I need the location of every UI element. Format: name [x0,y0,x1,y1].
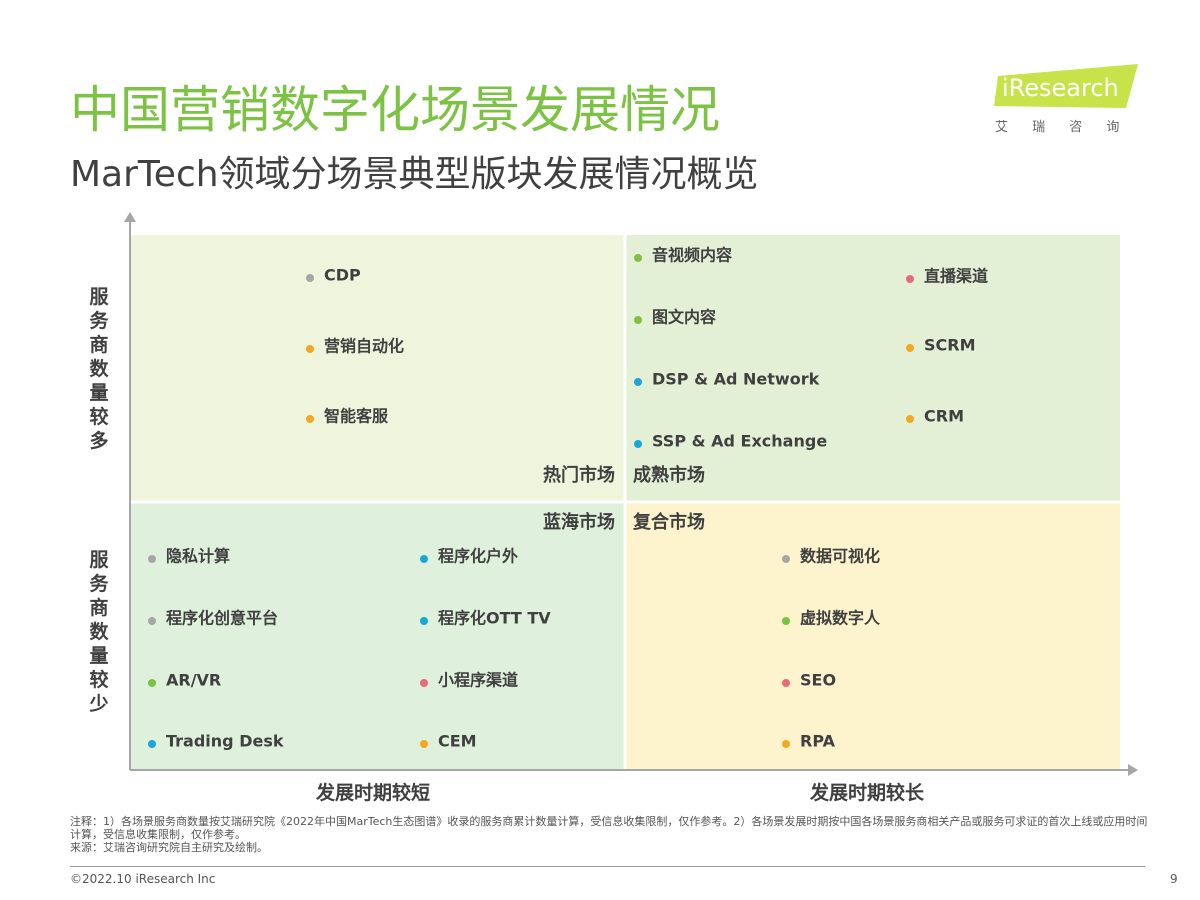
quadrant-label: 成熟市场 [633,464,705,486]
item-dot [148,617,156,625]
item-label: 小程序渠道 [438,671,518,690]
footer-rule [70,866,1145,867]
note: 来源：艾瑞咨询研究院自主研究及绘制。 [70,841,268,854]
item-label: RPA [800,732,836,751]
y-arrow [124,212,136,222]
page-number: 9 [1170,872,1178,886]
quadrant-bg [625,235,1120,502]
item-dot [782,740,790,748]
note: 注释：1）各场景服务商数量按艾瑞研究院《2022年中国MarTech生态图谱》收… [70,815,1148,841]
item-dot [148,555,156,563]
title: 中国营销数字化场景发展情况 [70,81,720,139]
quadrant-label: 热门市场 [543,464,615,486]
quadrant-bg [625,502,1120,770]
item-dot [306,415,314,423]
item-dot [306,345,314,353]
x-label-right: 发展时期较长 [810,782,925,804]
item-dot [420,555,428,563]
subtitle: MarTech领域分场景典型版块发展情况概览 [70,154,759,195]
item-dot [782,617,790,625]
item-label: 数据可视化 [800,547,880,566]
logo: iResearch [994,64,1138,108]
item-label: 图文内容 [652,308,716,327]
item-dot [906,415,914,423]
y-label-bottom: 服务商数量较少 [89,549,109,715]
item-label: AR/VR [166,671,221,690]
quadrant-bg [130,502,625,770]
item-label: 程序化创意平台 [166,609,278,628]
x-label-left: 发展时期较短 [316,782,431,804]
item-label: Trading Desk [166,732,284,751]
item-label: CEM [438,732,477,751]
notes: 注释：1）各场景服务商数量按艾瑞研究院《2022年中国MarTech生态图谱》收… [70,815,1150,854]
item-label: 隐私计算 [166,547,230,566]
item-dot [906,344,914,352]
copyright: ©2022.10 iResearch Inc [70,872,216,886]
logo-bg [994,64,1138,108]
item-label: 智能客服 [324,407,389,426]
item-label: SEO [800,671,836,690]
item-label: 音视频内容 [652,246,732,265]
item-label: DSP & Ad Network [652,370,820,389]
item-label: 虚拟数字人 [800,609,881,628]
item-dot [306,274,314,282]
item-label: 程序化户外 [438,547,518,566]
item-label: SSP & Ad Exchange [652,432,827,451]
item-dot [420,679,428,687]
item-dot [634,440,642,448]
item-dot [782,555,790,563]
item-dot [148,679,156,687]
x-arrow [1128,764,1138,776]
item-label: SCRM [924,336,976,355]
quadrant-bg [130,235,625,502]
item-dot [420,740,428,748]
logo-subtitle: 艾 瑞 咨 询 [995,120,1130,135]
item-dot [634,316,642,324]
item-dot [634,378,642,386]
item-dot [634,254,642,262]
quadrant-label: 复合市场 [632,511,705,533]
item-label: CRM [924,407,964,426]
item-label: 程序化OTT TV [438,609,551,628]
item-dot [420,617,428,625]
item-label: 直播渠道 [924,267,988,286]
item-dot [148,740,156,748]
item-label: CDP [324,266,361,285]
logo-text: iResearch [1002,74,1119,102]
item-dot [782,679,790,687]
y-label-top: 服务商数量较多 [89,286,109,452]
item-label: 营销自动化 [324,337,404,356]
item-dot [906,275,914,283]
quadrant-label: 蓝海市场 [543,511,615,533]
